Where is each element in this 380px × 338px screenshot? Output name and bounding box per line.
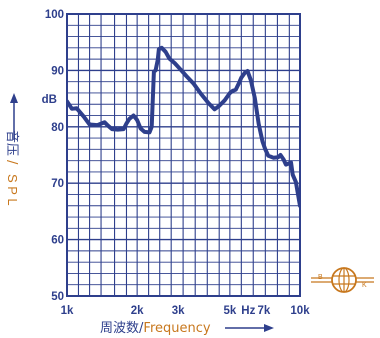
logo-letter-b: B: [318, 274, 323, 281]
x-tick-label: Hz: [241, 305, 255, 317]
y-axis-title: 音压 / S P L: [4, 93, 20, 206]
y-axis-arrow-head-icon: [10, 93, 18, 103]
x-tick-label: 2k: [131, 305, 144, 317]
y-tick-labels: 100 90 80 70 60 50: [45, 9, 64, 303]
y-tick-label: 50: [51, 291, 64, 303]
x-tick-label: 5k: [223, 305, 236, 317]
y-tick-label: 90: [51, 65, 64, 77]
brand-logo: B K: [311, 267, 374, 293]
x-tick-labels: 1k 2k 3k 5k Hz 7k 10k: [61, 305, 311, 317]
y-axis-title-sep: /: [4, 160, 19, 165]
x-tick-label: 10k: [290, 305, 310, 317]
x-axis-title-sep: /: [139, 321, 144, 336]
y-unit-label: dB: [42, 94, 57, 106]
grid: [67, 14, 300, 296]
x-axis-title: 周波数/Frequency: [100, 321, 274, 336]
x-axis-title-cn: 周波数: [100, 321, 139, 336]
logo-letter-k: K: [362, 282, 367, 289]
y-tick-label: 70: [51, 178, 64, 190]
x-tick-label: 7k: [258, 305, 271, 317]
y-axis-title-cn: 音压: [4, 130, 20, 156]
y-tick-label: 80: [51, 122, 64, 134]
x-axis-title-en: Frequency: [143, 321, 210, 336]
x-tick-label: 3k: [172, 305, 185, 317]
x-tick-label: 1k: [61, 305, 74, 317]
series-line: [67, 45, 300, 208]
y-tick-label: 60: [51, 235, 64, 247]
y-axis-title-en: S P L: [5, 174, 20, 206]
y-tick-label: 100: [45, 9, 64, 21]
x-axis-arrow-head-icon: [264, 324, 274, 332]
svg-text:周波数/Frequency: 周波数/Frequency: [100, 321, 211, 336]
plot-frame: [66, 13, 301, 297]
